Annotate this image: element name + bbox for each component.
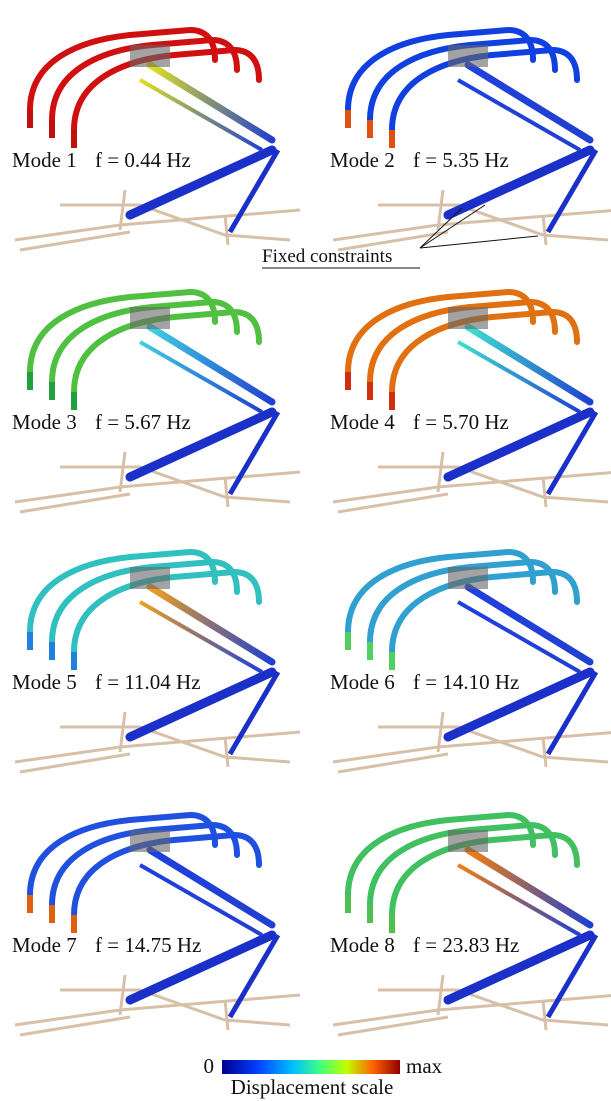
base-frame [14, 711, 301, 774]
upper-arm [464, 846, 594, 929]
base-frame [332, 711, 611, 774]
head-frame [448, 307, 488, 329]
upper-arm-2 [139, 78, 263, 152]
lower-link [227, 670, 281, 756]
lower-link [227, 148, 281, 234]
lower-arm [125, 145, 277, 220]
upper-arm-2 [139, 340, 263, 414]
upper-arm [146, 323, 276, 406]
mode-label: Mode 5 [12, 670, 77, 694]
head-frame [130, 567, 170, 589]
mode-panel: Mode 8 f = 23.83 Hz [330, 811, 611, 1037]
colorbar: 0 max Displacement scale [204, 1054, 443, 1099]
base-frame [332, 974, 611, 1037]
lower-link [545, 410, 599, 496]
upper-arm [146, 61, 276, 144]
mode-label: Mode 6 [330, 670, 395, 694]
mode-panel: Mode 4 f = 5.70 Hz [330, 288, 611, 514]
lower-arm [125, 407, 277, 482]
frequency-label: f = 5.35 Hz [413, 148, 509, 172]
colorbar-title: Displacement scale [231, 1075, 394, 1099]
frequency-label: f = 11.04 Hz [95, 670, 201, 694]
upper-arm-2 [457, 600, 581, 674]
mode-label: Mode 8 [330, 933, 395, 957]
lower-arm [443, 407, 595, 482]
base-frame [14, 974, 301, 1037]
base-frame [332, 189, 611, 252]
mode-panel: Mode 7 f = 14.75 Hz [12, 811, 301, 1037]
head-frame [130, 45, 170, 67]
mode-label: Mode 1 [12, 148, 77, 172]
mode-panel: Mode 3 f = 5.67 Hz [12, 288, 301, 514]
upper-arm-2 [139, 863, 263, 937]
base-frame [14, 189, 301, 252]
upper-arm-2 [457, 78, 581, 152]
frequency-label: f = 0.44 Hz [95, 148, 191, 172]
upper-arm-2 [457, 340, 581, 414]
colorbar-max: max [406, 1054, 443, 1078]
upper-arm [464, 583, 594, 666]
annotation: Fixed constraints [262, 246, 392, 267]
head-frame [448, 45, 488, 67]
base-frame [14, 451, 301, 514]
lower-link [227, 410, 281, 496]
upper-arm [464, 323, 594, 406]
upper-arm-2 [457, 863, 581, 937]
upper-arm [464, 61, 594, 144]
mode-panel: Mode 5 f = 11.04 Hz [12, 548, 301, 774]
head-frame [448, 830, 488, 852]
head-frame [448, 567, 488, 589]
frequency-label: f = 5.67 Hz [95, 410, 191, 434]
frequency-label: f = 14.75 Hz [95, 933, 201, 957]
colorbar-min: 0 [204, 1054, 215, 1078]
mode-label: Mode 2 [330, 148, 395, 172]
head-frame [130, 830, 170, 852]
lower-link [545, 148, 599, 234]
mode-panel: Mode 1 f = 0.44 Hz [12, 26, 301, 252]
upper-arm [146, 846, 276, 929]
mode-label: Mode 4 [330, 410, 395, 434]
frequency-label: f = 23.83 Hz [413, 933, 519, 957]
frequency-label: f = 5.70 Hz [413, 410, 509, 434]
constraint-callout: Fixed constraints [262, 204, 539, 269]
colorbar-gradient [222, 1060, 400, 1074]
mode-panel: Mode 2 f = 5.35 Hz [330, 26, 611, 252]
mode-label: Mode 3 [12, 410, 77, 434]
frequency-label: f = 14.10 Hz [413, 670, 519, 694]
upper-arm [146, 583, 276, 666]
lower-link [227, 933, 281, 1019]
mode-label: Mode 7 [12, 933, 77, 957]
lower-link [545, 670, 599, 756]
base-frame [332, 451, 611, 514]
lower-arm [443, 667, 595, 742]
lower-arm [443, 145, 595, 220]
lower-arm [125, 667, 277, 742]
lower-arm [443, 930, 595, 1005]
head-frame [130, 307, 170, 329]
upper-arm-2 [139, 600, 263, 674]
mode-panels: Mode 1 f = 0.44 Hz Mode 2 f = 5.35 Hz Mode 3… [12, 26, 611, 1037]
lower-arm [125, 930, 277, 1005]
mode-panel: Mode 6 f = 14.10 Hz [330, 548, 611, 774]
lower-link [545, 933, 599, 1019]
